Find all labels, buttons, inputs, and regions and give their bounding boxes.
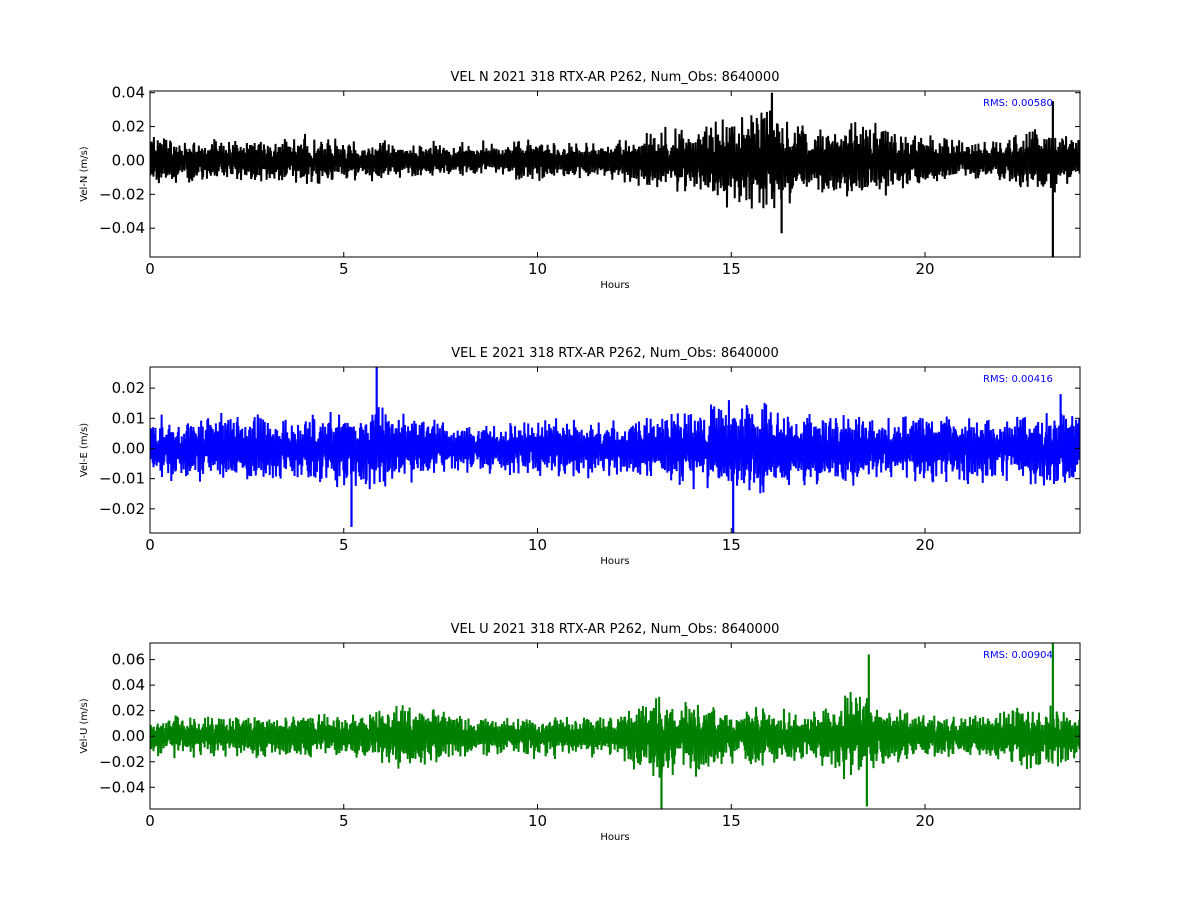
- x-axis-label: Hours: [600, 556, 629, 567]
- y-tick-label: 0.04: [112, 676, 145, 694]
- axes-frame: [149, 366, 1081, 534]
- x-axis-label: Hours: [600, 832, 629, 843]
- y-tick-label: 0.02: [112, 702, 145, 720]
- chart-title: VEL E 2021 318 RTX-AR P262, Num_Obs: 864…: [451, 346, 778, 361]
- panel-vel-u: VEL U 2021 318 RTX-AR P262, Num_Obs: 864…: [79, 622, 1081, 843]
- data-series-trace: [150, 692, 1080, 779]
- y-tick-label: 0.00: [112, 439, 145, 457]
- rms-annotation: RMS: 0.00580: [983, 98, 1053, 109]
- data-series-trace: [150, 400, 1080, 494]
- y-tick-label: 0.01: [112, 409, 145, 427]
- x-tick-label: 10: [528, 260, 547, 278]
- y-tick-label: 0.04: [112, 84, 145, 102]
- y-tick-label: 0.00: [112, 151, 145, 169]
- rms-annotation: RMS: 0.00416: [983, 374, 1053, 385]
- x-tick-label: 15: [722, 812, 741, 830]
- x-tick-label: 0: [145, 260, 155, 278]
- y-tick-label: −0.04: [99, 219, 145, 237]
- rms-annotation: RMS: 0.00904: [983, 650, 1053, 661]
- y-axis-label: Vel-E (m/s): [79, 423, 90, 477]
- x-tick-label: 0: [145, 536, 155, 554]
- x-tick-label: 10: [528, 812, 547, 830]
- x-tick-label: 5: [339, 812, 349, 830]
- y-tick-label: −0.02: [99, 185, 145, 203]
- y-axis-label: Vel-N (m/s): [79, 146, 90, 201]
- x-tick-label: 20: [915, 260, 934, 278]
- y-tick-label: 0.02: [112, 379, 145, 397]
- axes-frame: [149, 642, 1081, 810]
- y-tick-label: −0.04: [99, 778, 145, 796]
- panel-vel-e: VEL E 2021 318 RTX-AR P262, Num_Obs: 864…: [79, 346, 1081, 567]
- y-tick-label: −0.02: [99, 753, 145, 771]
- chart-title: VEL U 2021 318 RTX-AR P262, Num_Obs: 864…: [451, 622, 780, 637]
- x-tick-label: 20: [915, 812, 934, 830]
- x-tick-label: 20: [915, 536, 934, 554]
- y-axis-label: Vel-U (m/s): [79, 698, 90, 753]
- data-series-trace: [150, 110, 1080, 209]
- y-tick-label: 0.00: [112, 727, 145, 745]
- y-tick-label: 0.02: [112, 118, 145, 136]
- y-tick-label: 0.06: [112, 651, 145, 669]
- x-tick-label: 15: [722, 260, 741, 278]
- panel-vel-n: VEL N 2021 318 RTX-AR P262, Num_Obs: 864…: [79, 70, 1081, 291]
- x-tick-label: 0: [145, 812, 155, 830]
- x-tick-label: 5: [339, 536, 349, 554]
- x-tick-label: 15: [722, 536, 741, 554]
- x-tick-label: 10: [528, 536, 547, 554]
- axes-frame: [149, 90, 1081, 258]
- x-tick-label: 5: [339, 260, 349, 278]
- x-axis-label: Hours: [600, 280, 629, 291]
- y-tick-label: −0.01: [99, 470, 145, 488]
- chart-title: VEL N 2021 318 RTX-AR P262, Num_Obs: 864…: [451, 70, 780, 85]
- y-tick-label: −0.02: [99, 500, 145, 518]
